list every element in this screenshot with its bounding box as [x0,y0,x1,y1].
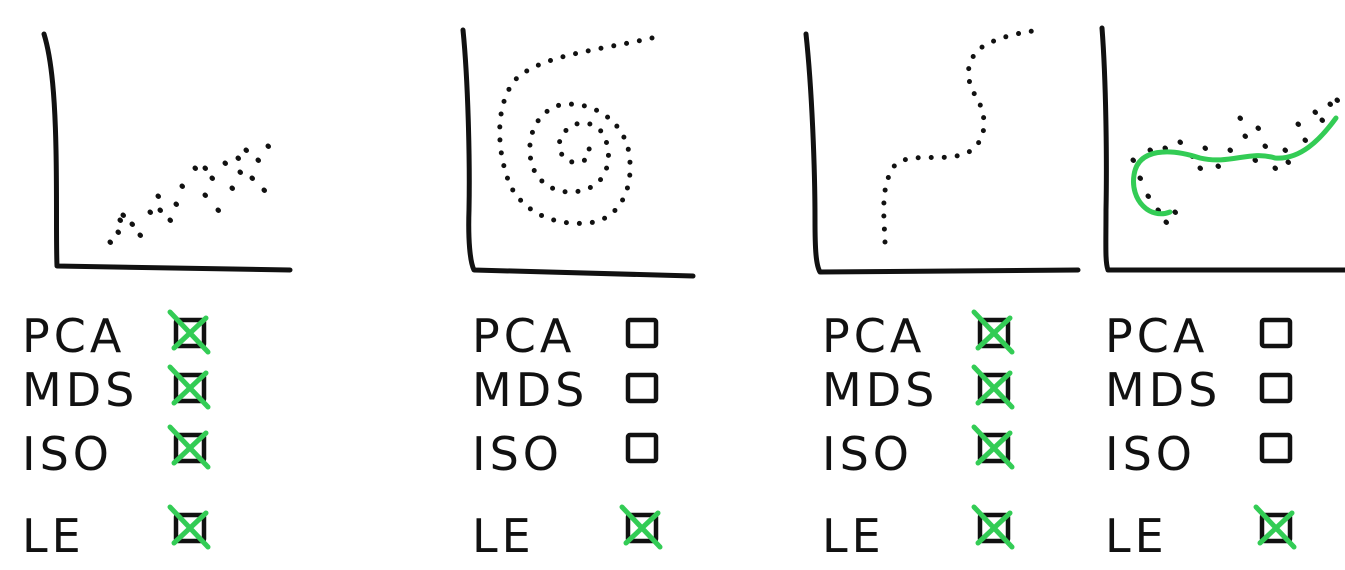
check-mark-le [1253,504,1297,550]
method-label-iso: ISO [822,427,913,481]
checkbox-iso [977,432,1011,464]
method-label-pca: PCA [472,309,575,363]
check-mark-mds [167,364,211,410]
panel-3-axes [803,31,1081,275]
check-mark-pca [167,309,211,355]
method-label-mds: MDS [822,363,938,417]
checkbox-le [625,512,659,544]
method-label-le: LE [472,509,535,563]
panel-4-fit-curve [1131,115,1339,217]
checkbox-iso [173,432,207,464]
check-mark-pca [971,309,1015,355]
panel-3 [803,27,1081,275]
check-mark-iso [971,424,1015,470]
check-mark-mds [971,364,1015,410]
panel-1 [41,31,293,273]
method-label-mds: MDS [1105,363,1221,417]
method-label-iso: ISO [472,427,563,481]
checkbox-pca [173,317,207,349]
method-label-iso: ISO [22,427,113,481]
panel-4-axes [1099,25,1345,273]
checkbox-pca [625,317,659,349]
check-mark-le [619,504,663,550]
method-label-mds: MDS [472,363,588,417]
method-label-pca: PCA [1105,309,1208,363]
checkbox-mds [625,372,659,404]
method-label-pca: PCA [22,309,125,363]
checkbox-pca [977,317,1011,349]
checkbox-le [977,512,1011,544]
panel-1-axes [41,31,293,273]
method-label-le: LE [822,509,885,563]
check-mark-iso [167,424,211,470]
checkbox-le [173,512,207,544]
method-label-le: LE [22,509,85,563]
checkbox-pca [1259,317,1293,349]
checkbox-iso [1259,432,1293,464]
panel-2 [460,27,696,279]
checkbox-iso [625,432,659,464]
checkbox-le [1259,512,1293,544]
method-label-mds: MDS [22,363,138,417]
panel-3-scatter [881,27,1043,245]
method-labels: PCAMDSISOLEPCAMDSISOLEPCAMDSISOLEPCAMDSI… [22,309,1297,563]
checkbox-mds [977,372,1011,404]
panel-4 [1099,25,1345,273]
checkbox-mds [1259,372,1293,404]
method-label-iso: ISO [1105,427,1196,481]
method-label-pca: PCA [822,309,925,363]
panel-1-scatter [107,143,271,245]
check-mark-le [971,504,1015,550]
panel-4-scatter [1130,97,1340,225]
method-label-le: LE [1105,509,1168,563]
panel-2-axes [460,27,696,279]
checkbox-mds [173,372,207,404]
panel-2-scatter [497,35,655,226]
check-mark-le [167,504,211,550]
